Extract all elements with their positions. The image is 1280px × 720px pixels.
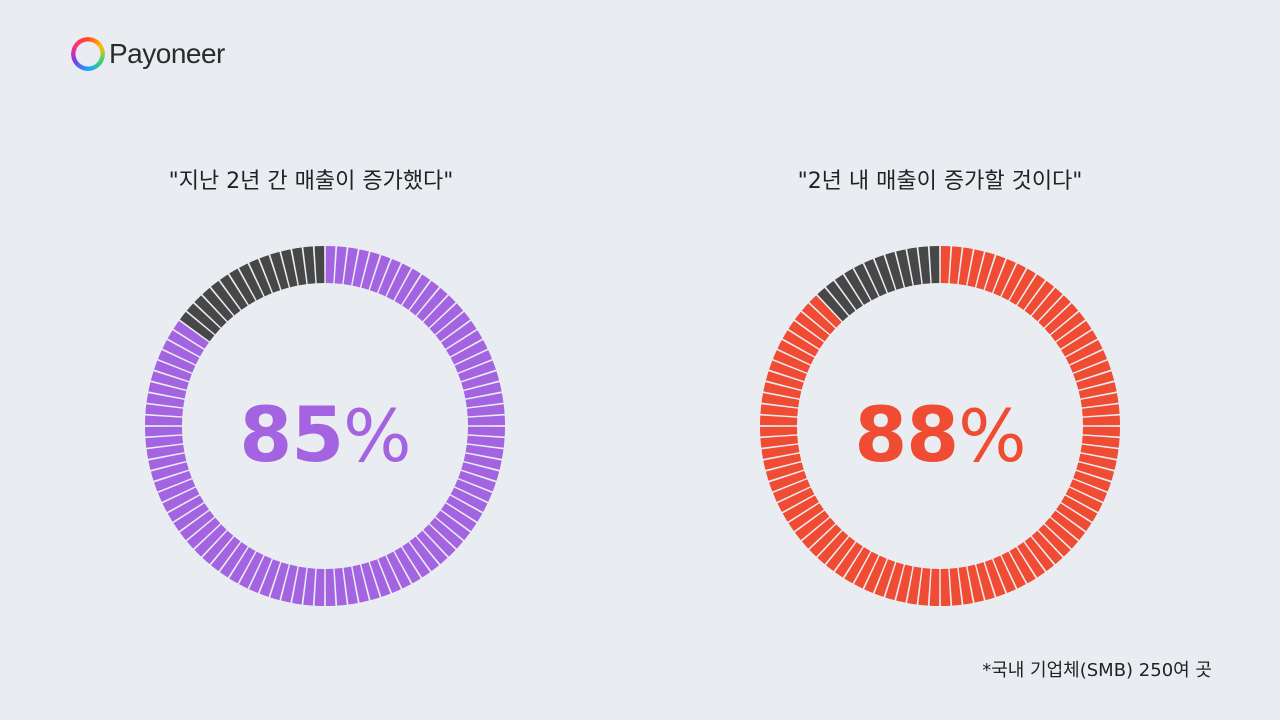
percent-number: 85 bbox=[239, 390, 344, 479]
percent-value-past: 85% bbox=[239, 390, 411, 479]
brand-name: Payoneer bbox=[109, 38, 225, 69]
percent-number: 88 bbox=[854, 390, 959, 479]
payoneer-logo: Payoneer bbox=[71, 37, 225, 71]
percent-sign: % bbox=[343, 394, 411, 478]
chart-title-past: "지난 2년 간 매출이 증가했다" bbox=[168, 169, 454, 194]
chart-title-future: "2년 내 매출이 증가할 것이다" bbox=[797, 169, 1083, 194]
footnote: *국내 기업체(SMB) 250여 곳 bbox=[982, 660, 1212, 681]
percent-value-future: 88% bbox=[854, 390, 1026, 479]
percent-sign: % bbox=[958, 394, 1026, 478]
donut-chart-past bbox=[145, 246, 505, 606]
donut-chart-future bbox=[760, 246, 1120, 606]
payoneer-ring-logo-icon bbox=[71, 37, 105, 71]
